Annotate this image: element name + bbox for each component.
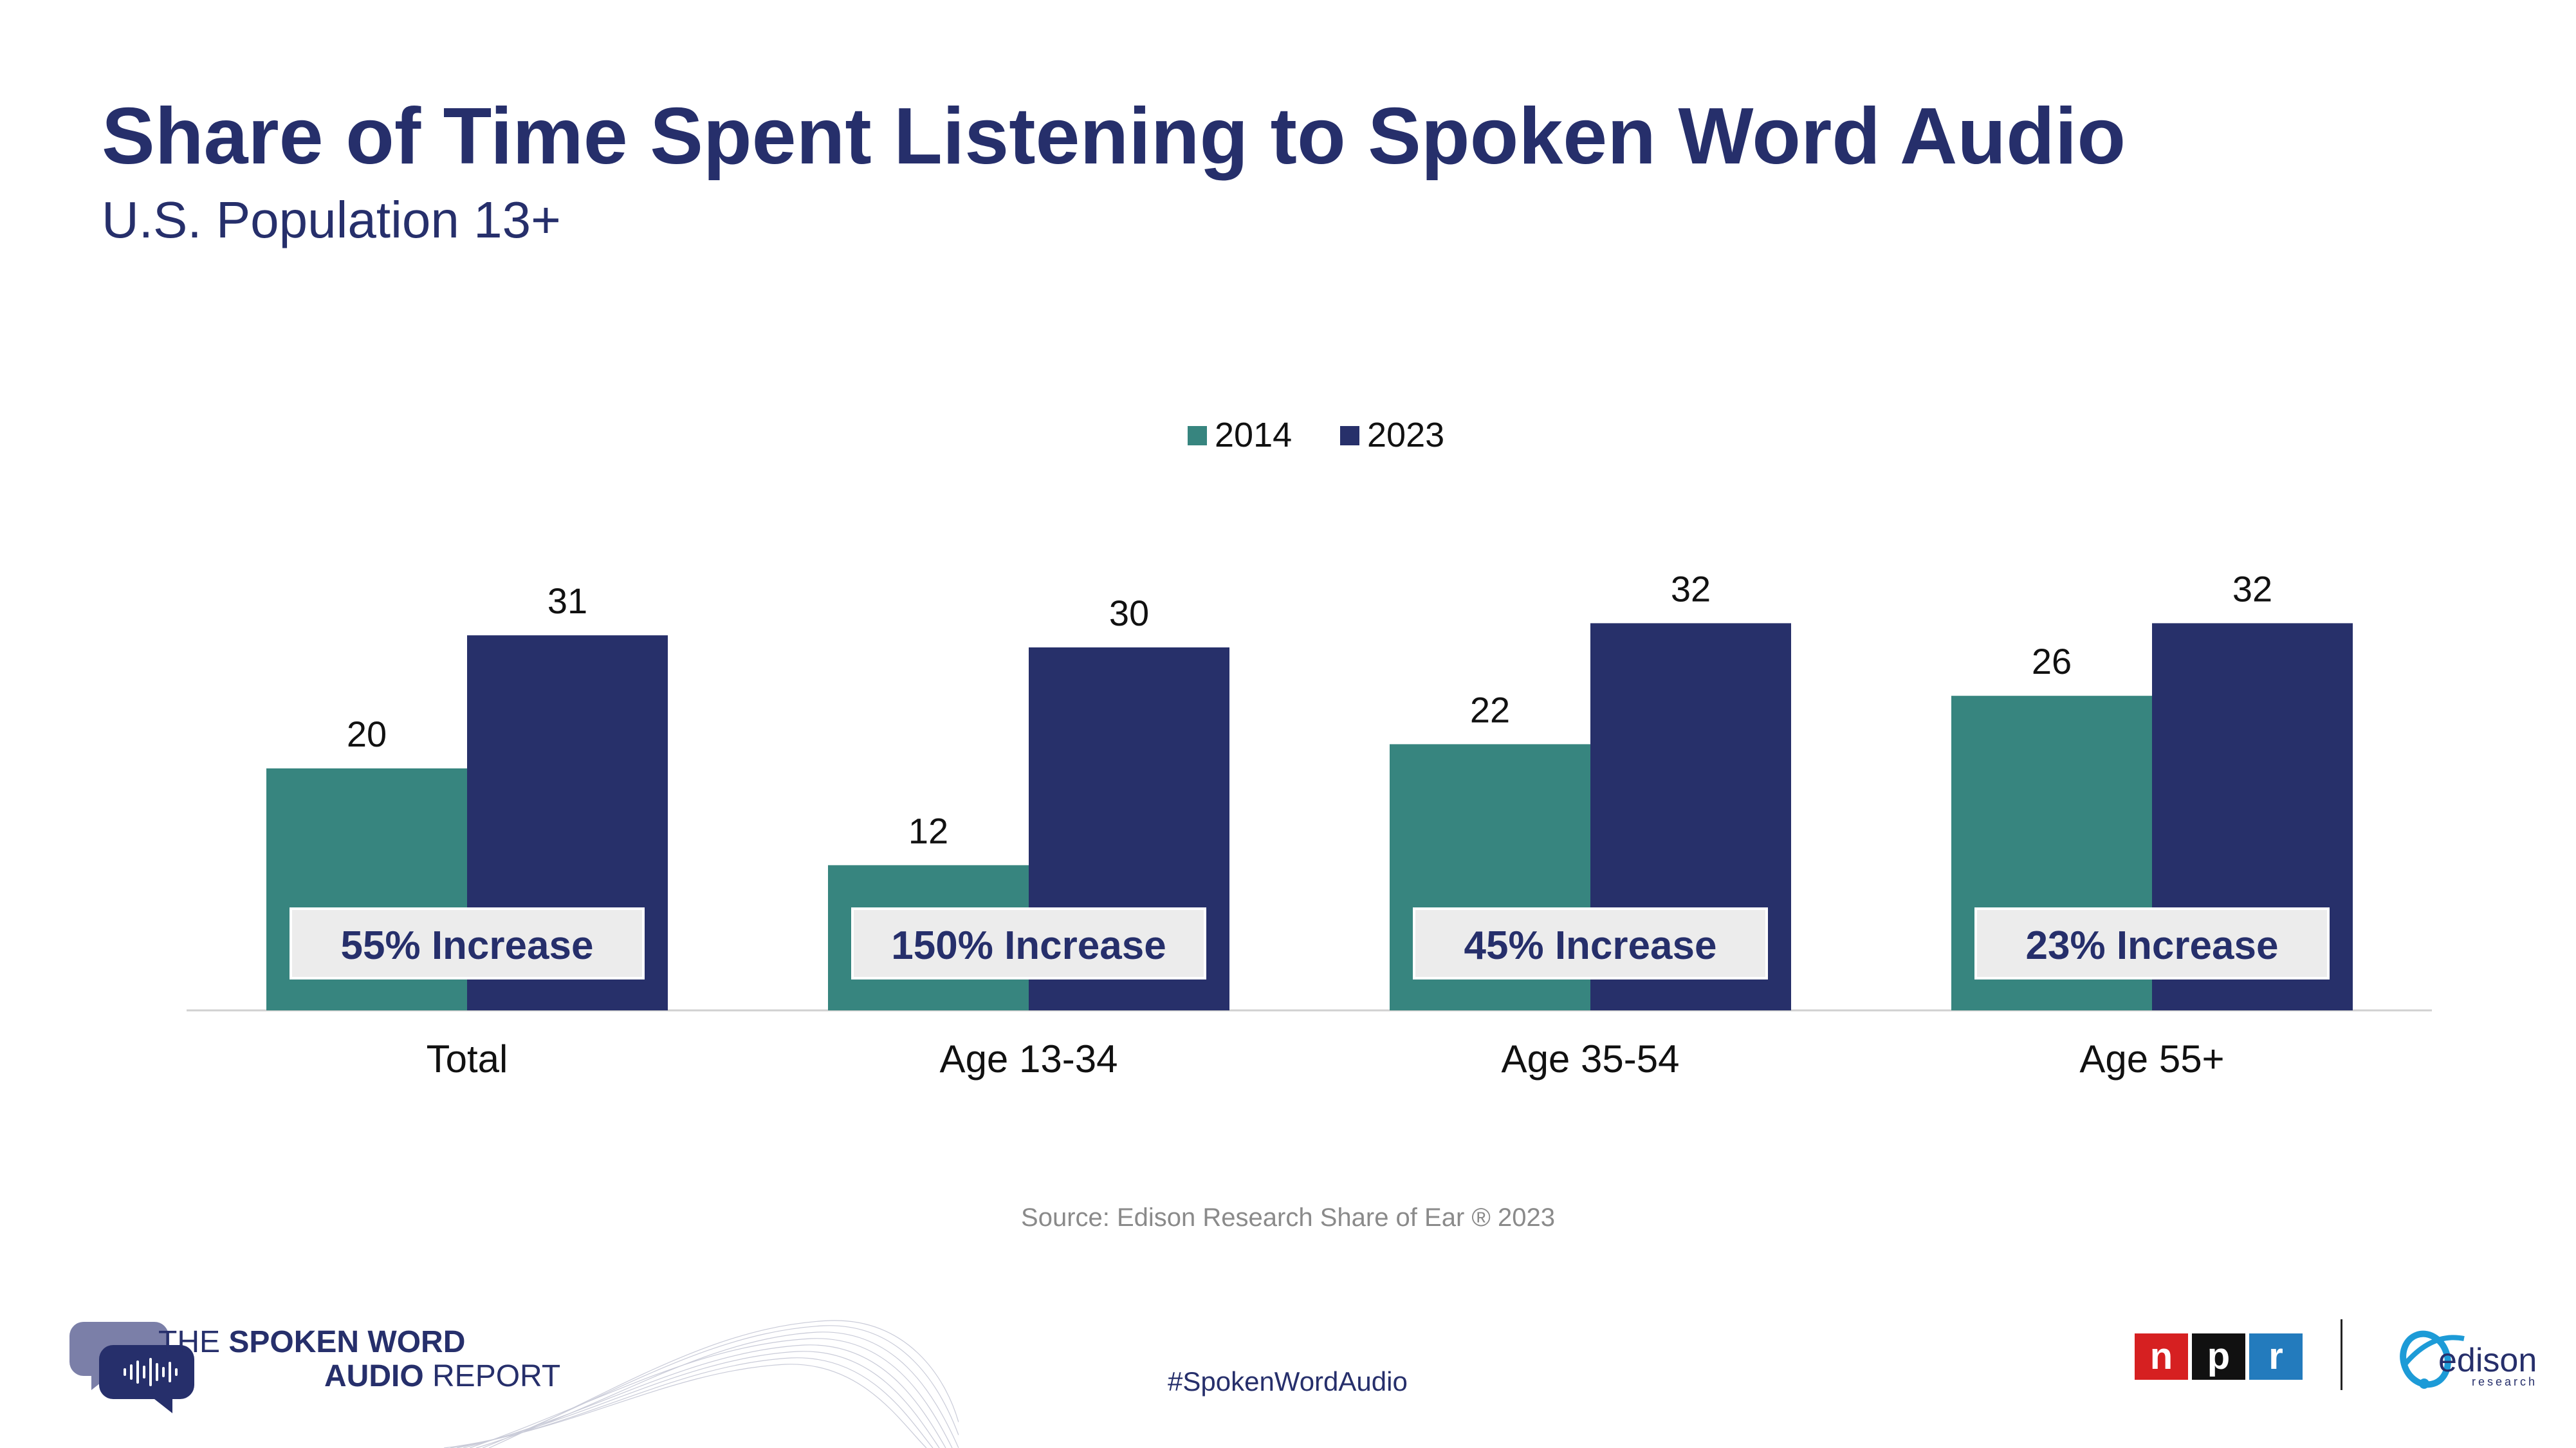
increase-label: 23% Increase xyxy=(2026,924,2279,968)
data-label: 32 xyxy=(2232,568,2272,609)
report-logo-text: THE SPOKEN WORD AUDIO REPORT xyxy=(158,1325,561,1393)
legend-label: 2014 xyxy=(1215,416,1292,454)
increase-badge xyxy=(1413,907,1768,979)
data-label: 32 xyxy=(1671,568,1711,609)
data-label: 30 xyxy=(1109,593,1149,633)
increase-badge xyxy=(290,907,645,979)
npr-logo-letter: n xyxy=(2135,1333,2188,1380)
edison-logo-text: edison xyxy=(2438,1342,2537,1379)
x-tick-label: Total xyxy=(427,1037,508,1081)
increase-label: 150% Increase xyxy=(891,924,1166,968)
npr-logo-letter: r xyxy=(2249,1333,2303,1380)
data-label: 20 xyxy=(347,714,387,754)
data-label: 12 xyxy=(908,810,948,851)
legend-swatch xyxy=(1188,426,1207,445)
increase-label: 45% Increase xyxy=(1464,924,1717,968)
data-label: 22 xyxy=(1470,689,1510,730)
report-logo-graphic xyxy=(69,1320,959,1448)
x-tick-label: Age 35-54 xyxy=(1502,1037,1680,1081)
logo-divider xyxy=(2341,1319,2342,1390)
chart-title: Share of Time Spent Listening to Spoken … xyxy=(102,92,2126,181)
data-label: 26 xyxy=(2032,641,2072,682)
x-tick-label: Age 55+ xyxy=(2079,1037,2224,1081)
increase-badge xyxy=(1974,907,2330,979)
increase-badge xyxy=(851,907,1206,979)
legend-label: 2023 xyxy=(1367,416,1444,454)
x-tick-label: Age 13-34 xyxy=(940,1037,1118,1081)
npr-logo: n p r xyxy=(2135,1333,2303,1380)
increase-label: 55% Increase xyxy=(341,924,594,968)
hashtag: #SpokenWordAudio xyxy=(1168,1366,1408,1397)
bar-chart: 2014 2023 20 31 Total 55% Increase 12 30 Age 13-… xyxy=(187,416,2432,1081)
source-note: Source: Edison Research Share of Ear ® 2… xyxy=(1021,1203,1555,1232)
edison-logo-subtext: research xyxy=(2472,1375,2538,1388)
chart-subtitle: U.S. Population 13+ xyxy=(102,191,561,248)
edison-logo-mark xyxy=(2400,1330,2465,1389)
npr-logo-letter: p xyxy=(2192,1333,2245,1380)
legend-swatch xyxy=(1340,426,1359,445)
data-label: 31 xyxy=(547,580,587,621)
